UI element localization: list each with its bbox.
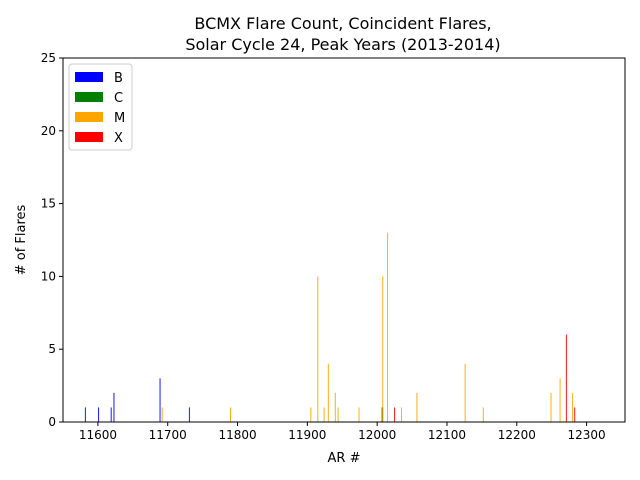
legend-swatch-M <box>75 112 103 122</box>
bar-M-12262 <box>559 378 561 422</box>
legend-swatch-C <box>75 92 103 102</box>
bar-M-12126 <box>464 363 466 422</box>
x-axis-ticks: 11600 11700 11800 11900 12000 12100 12200 12300 <box>79 422 606 442</box>
bar-M-12249 <box>550 392 552 422</box>
bar-M-11915 <box>317 276 319 422</box>
bar-X-12271 <box>565 334 567 422</box>
y-tick-label: 10 <box>41 269 56 283</box>
bar-M-11944 <box>337 407 339 422</box>
y-tick-label: 0 <box>48 415 56 429</box>
bar-B-11582 <box>84 407 86 422</box>
bar-M-11930 <box>327 363 329 422</box>
bar-B-11689 <box>159 378 161 422</box>
bar-M-11940 <box>334 392 336 422</box>
x-tick-label: 12000 <box>358 428 396 442</box>
bar-M-11974 <box>358 407 360 422</box>
y-tick-label: 25 <box>41 51 56 65</box>
bar-M-11924 <box>323 407 325 422</box>
x-tick-label: 11900 <box>288 428 326 442</box>
bar-M-12280 <box>572 392 574 422</box>
bar-M-11692 <box>161 407 163 422</box>
legend-swatch-B <box>75 72 103 82</box>
bar-M-11790 <box>230 407 232 422</box>
y-tick-label: 15 <box>41 197 56 211</box>
legend-swatch-X <box>75 132 103 142</box>
y-tick-label: 5 <box>48 342 56 356</box>
bar-M-12057 <box>416 392 418 422</box>
x-tick-label: 12200 <box>498 428 536 442</box>
x-tick-label: 12300 <box>568 428 606 442</box>
bar-B-11619 <box>110 407 112 422</box>
chart-title-line-2: Solar Cycle 24, Peak Years (2013-2014) <box>185 35 500 54</box>
x-axis-label: AR # <box>328 451 361 466</box>
bar-M-12008 <box>382 276 384 422</box>
bar-M-12035 <box>401 407 403 422</box>
y-axis-label: # of Flares <box>14 204 29 275</box>
legend-frame <box>68 63 133 151</box>
x-tick-label: 11600 <box>79 428 117 442</box>
legend: BCMX <box>68 63 133 151</box>
bar-B-11601 <box>98 407 100 422</box>
bar-M-12152 <box>482 407 484 422</box>
chart-title-line-1: BCMX Flare Count, Coincident Flares, <box>194 14 491 33</box>
legend-label-X: X <box>114 131 123 146</box>
bar-X-12025 <box>394 407 396 422</box>
bar-M-12015 <box>387 232 389 422</box>
legend-label-B: B <box>114 71 123 86</box>
bar-B-11731 <box>188 407 190 422</box>
x-tick-label: 11800 <box>218 428 256 442</box>
bar-C-12007 <box>381 407 383 422</box>
legend-label-C: C <box>114 91 123 106</box>
bar-B-11623 <box>113 392 115 422</box>
bar-marks <box>84 232 576 422</box>
legend-label-M: M <box>114 111 125 126</box>
plot-frame <box>62 57 626 423</box>
y-axis-ticks: 0 5 10 15 20 25 <box>41 51 63 429</box>
y-tick-label: 20 <box>41 124 56 138</box>
x-tick-label: 12100 <box>428 428 466 442</box>
bar-M-11905 <box>310 407 312 422</box>
bar-X-12283 <box>574 407 576 422</box>
x-tick-label: 11700 <box>149 428 187 442</box>
